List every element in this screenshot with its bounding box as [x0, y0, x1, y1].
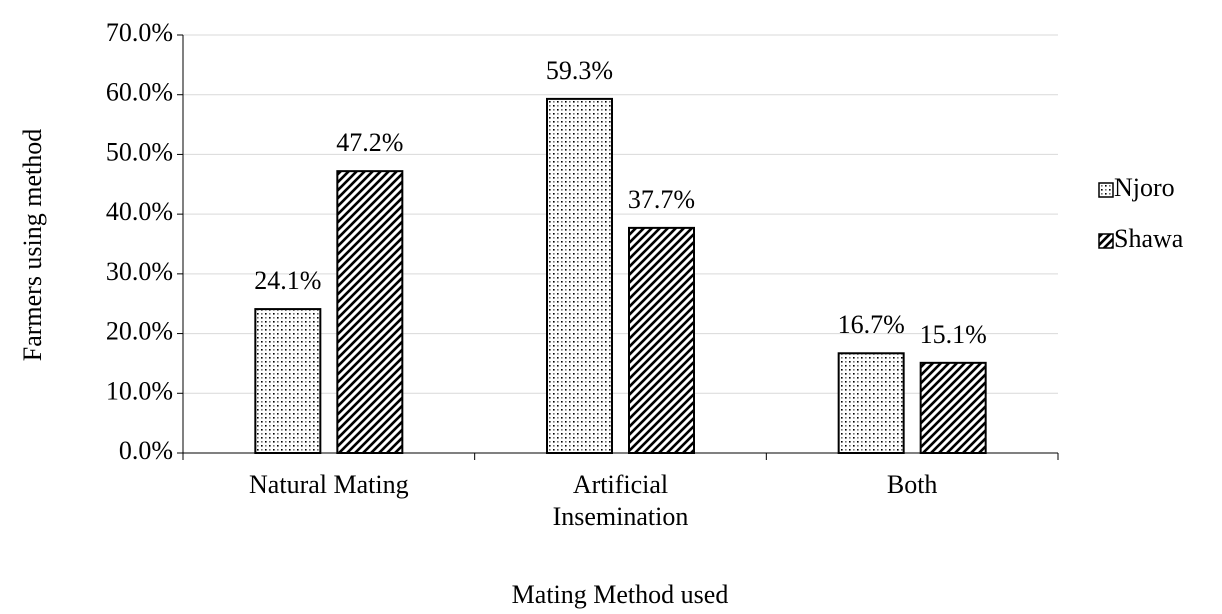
legend-swatch [1098, 233, 1114, 249]
bar [919, 361, 987, 454]
x-axis-title: Mating Method used [512, 580, 729, 609]
legend-label: Njoro [1114, 173, 1175, 202]
x-tick-label: Natural Mating [249, 470, 409, 499]
y-tick-label: 70.0% [106, 18, 173, 47]
y-tick-label: 40.0% [106, 197, 173, 226]
y-tick-label: 50.0% [106, 137, 173, 166]
bar [254, 308, 322, 454]
x-tick-label: Artificial Insemination [552, 470, 689, 531]
bar [628, 226, 695, 454]
y-tick-label: 0.0% [119, 436, 173, 465]
data-label: 24.1% [254, 266, 321, 295]
data-label: 37.7% [628, 185, 695, 214]
y-tick-label: 20.0% [106, 317, 173, 346]
bar [546, 97, 613, 454]
x-tick-label: Both [886, 470, 938, 499]
y-axis-title: Farmers using method [18, 129, 47, 362]
data-label: 59.3% [546, 56, 613, 85]
data-label: 16.7% [838, 310, 905, 339]
legend-swatch [1098, 182, 1114, 198]
y-tick-label: 60.0% [106, 78, 173, 107]
bar [837, 352, 905, 454]
legend-label: Shawa [1114, 224, 1184, 253]
y-tick-label: 10.0% [106, 376, 173, 405]
bar [336, 170, 404, 455]
data-label: 15.1% [920, 320, 987, 349]
y-tick-label: 30.0% [106, 257, 173, 286]
data-label: 47.2% [336, 128, 403, 157]
